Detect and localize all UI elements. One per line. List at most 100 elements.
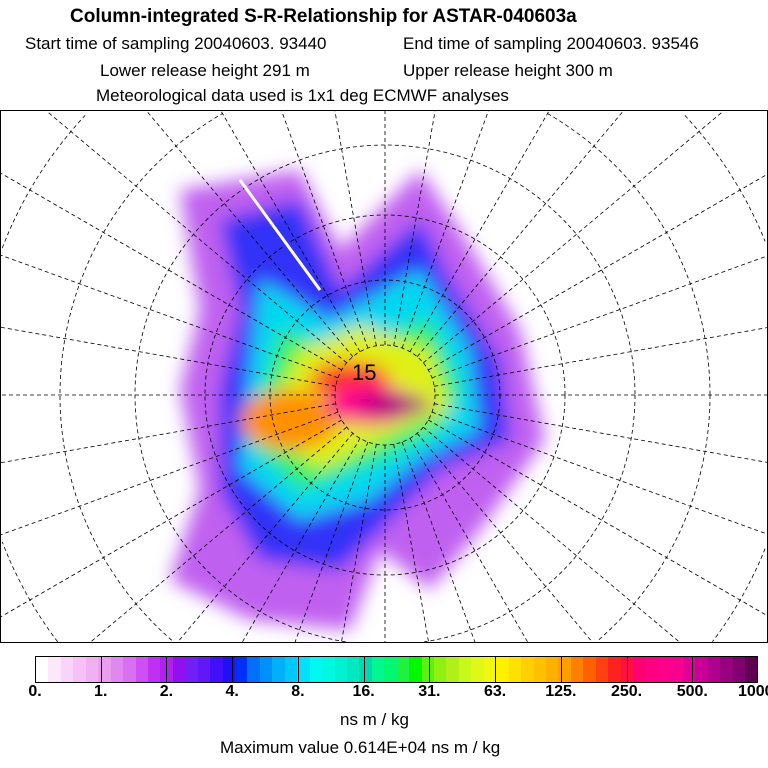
colorbar-tick: 16. [352,683,375,700]
colorbar-swatch [670,657,683,682]
colorbar-swatch [197,657,211,682]
colorbar-swatch [695,657,708,682]
colorbar-swatch [110,657,124,682]
colorbar-divider [100,656,102,683]
colorbar-divider [429,656,431,683]
colorbar-swatch [309,657,323,682]
meridian [0,254,339,379]
colorbar-swatch [359,657,372,682]
colorbar-swatch [123,657,136,682]
colorbar-swatch [60,657,74,682]
meridian [393,444,429,643]
colorbar-swatch [583,657,596,682]
meridian [294,441,369,643]
colorbar-swatch [409,657,422,682]
colorbar-swatch [172,657,186,682]
meridian [0,403,336,464]
lower-release-height: Lower release height 291 m [100,61,310,80]
colorbar [35,656,758,683]
colorbar-swatch [434,657,447,682]
meridian [401,110,489,349]
colorbar-swatch [508,657,522,682]
colorbar-tick: 2. [159,683,174,700]
colorbar-swatch [185,657,198,682]
colorbar-swatch [633,657,646,682]
meridian [0,172,342,371]
colorbar-swatch [147,657,161,682]
met-data-note: Meteorological data used is 1x1 deg ECMW… [96,86,509,105]
meridian [428,419,768,616]
meridian [423,110,724,364]
colorbar-swatch [570,657,584,682]
meridian [0,326,336,387]
meridian [393,110,436,346]
colorbar-swatch [235,657,248,682]
meridian [434,403,768,463]
meridian [434,327,768,387]
colorbar-swatch [222,657,235,682]
colorbar-swatch [284,657,298,682]
colorbar-tick: 125. [545,683,577,700]
colorbar-tick: 63. [483,683,507,700]
start-time: Start time of sampling 20040603. 93440 [25,34,327,53]
colorbar-swatch [720,657,733,682]
sensitivity-field [170,170,545,630]
colorbar-swatch [471,657,484,682]
meridian [220,110,361,352]
colorbar-swatch [645,657,658,682]
colorbar-swatch [421,657,434,682]
colorbar-tick: 1000. [737,683,768,700]
colorbar-swatch [682,657,696,682]
colorbar-divider [363,656,365,683]
colorbar-tick: 250. [610,683,643,700]
colorbar-swatch [297,657,310,682]
missing-data-streak [238,179,322,291]
colorbar-swatch [322,657,335,682]
colorbar-swatch [247,657,260,682]
colorbar-tick: 8. [291,683,305,700]
colorbar-swatch [732,657,745,682]
colorbar-swatch [210,657,223,682]
colorbar-swatch [446,657,459,682]
colorbar-swatch [259,657,273,682]
colorbar-tick: 1. [94,683,108,700]
meridian [281,110,369,349]
meridian [416,110,624,357]
colorbar-swatch [521,657,534,682]
colorbar-swatch [384,657,397,682]
colorbar-swatch [48,657,61,682]
colorbar-swatch [272,657,285,682]
colorbar-swatch [85,657,99,682]
colorbar-divider [232,656,234,683]
meridian [334,110,377,346]
colorbar-divider [495,656,497,683]
colorbar-divider [166,656,168,683]
meridian [341,444,377,643]
colorbar-swatch [744,657,758,682]
colorbar-tick: 0. [28,683,42,700]
colorbar-swatch [458,657,472,682]
colorbar-tick: 4. [225,683,239,700]
colorbar-swatch [533,657,546,682]
colorbar-swatch [595,657,609,682]
meridian [146,110,354,357]
meridian [401,441,476,643]
colorbar-swatch [608,657,621,682]
center-label: 15 [352,360,376,385]
colorbar-units: ns m / kg [340,710,409,729]
colorbar-swatch [545,657,559,682]
polar-map: 15 [0,110,768,643]
meridian [0,411,339,536]
end-time: End time of sampling 20040603. 93546 [403,34,699,53]
maximum-value: Maximum value 0.614E+04 ns m / kg [220,738,501,757]
colorbar-swatch [657,657,671,682]
meridian [409,438,528,643]
meridian [431,255,768,379]
colorbar-divider [692,656,694,683]
meridian [242,438,361,643]
colorbar-divider [297,656,299,683]
upper-release-height: Upper release height 300 m [403,61,613,80]
meridian [416,433,593,643]
colorbar-swatch [135,657,148,682]
meridian [46,110,347,364]
